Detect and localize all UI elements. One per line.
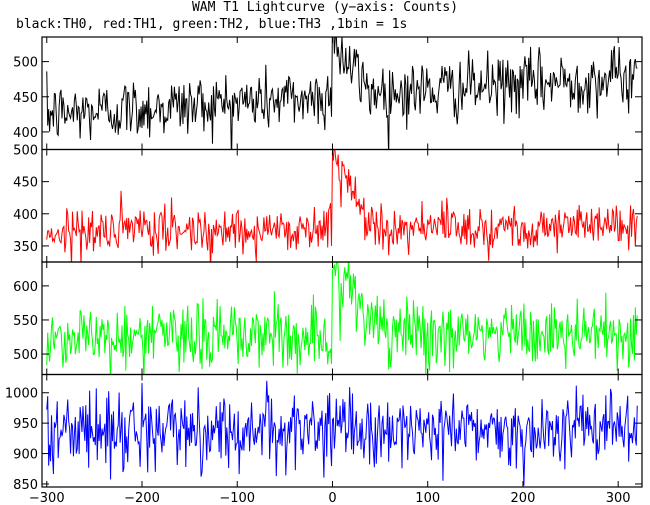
y-tick-label: 450 <box>13 176 38 191</box>
y-tick-label: 500 <box>13 348 38 363</box>
y-tick-label: 500 <box>13 56 38 71</box>
x-tick-label: 200 <box>511 491 536 505</box>
chart-title: WAM T1 Lightcurve (y−axis: Counts) <box>191 0 459 15</box>
panel-frame <box>41 373 643 488</box>
series-line-th1 <box>46 149 638 262</box>
x-axis: −300 −200 −100 0 100 200 300 <box>29 491 631 505</box>
y-tick-label: 1000 <box>5 387 38 402</box>
y-tick-label: 900 <box>13 448 38 463</box>
y-tick-label: 450 <box>13 91 38 106</box>
panel-th0: 400 450 500 <box>13 36 643 151</box>
chart-subtitle: black:TH0, red:TH1, green:TH2, blue:TH3 … <box>16 17 408 32</box>
panel-th2: 500 550 600 <box>13 261 643 376</box>
x-tick-label: −100 <box>219 491 255 505</box>
panel-th3: 850 900 950 1000 <box>5 373 643 493</box>
x-tick-label: −300 <box>29 491 65 505</box>
y-tick-label: 400 <box>13 208 38 223</box>
panel-th1: 350 400 450 500 <box>13 144 643 263</box>
y-tick-label: 550 <box>13 314 38 329</box>
x-tick-label: 100 <box>415 491 440 505</box>
y-tick-label: 600 <box>13 280 38 295</box>
series-line-th2 <box>46 262 638 375</box>
y-tick-label: 500 <box>13 144 38 159</box>
y-tick-label: 850 <box>13 478 38 493</box>
y-tick-label: 350 <box>13 240 38 255</box>
y-tick-label: 950 <box>13 417 38 432</box>
panels-layer: 400 450 500 350 400 450 500 500 550 600 850 900 950 1… <box>5 36 643 493</box>
series-line-th3 <box>46 380 638 486</box>
y-tick-label: 400 <box>13 126 38 141</box>
x-tick-label: −200 <box>124 491 160 505</box>
x-tick-label: 300 <box>606 491 631 505</box>
x-tick-label: 0 <box>328 491 336 505</box>
series-line-th0 <box>46 37 638 150</box>
